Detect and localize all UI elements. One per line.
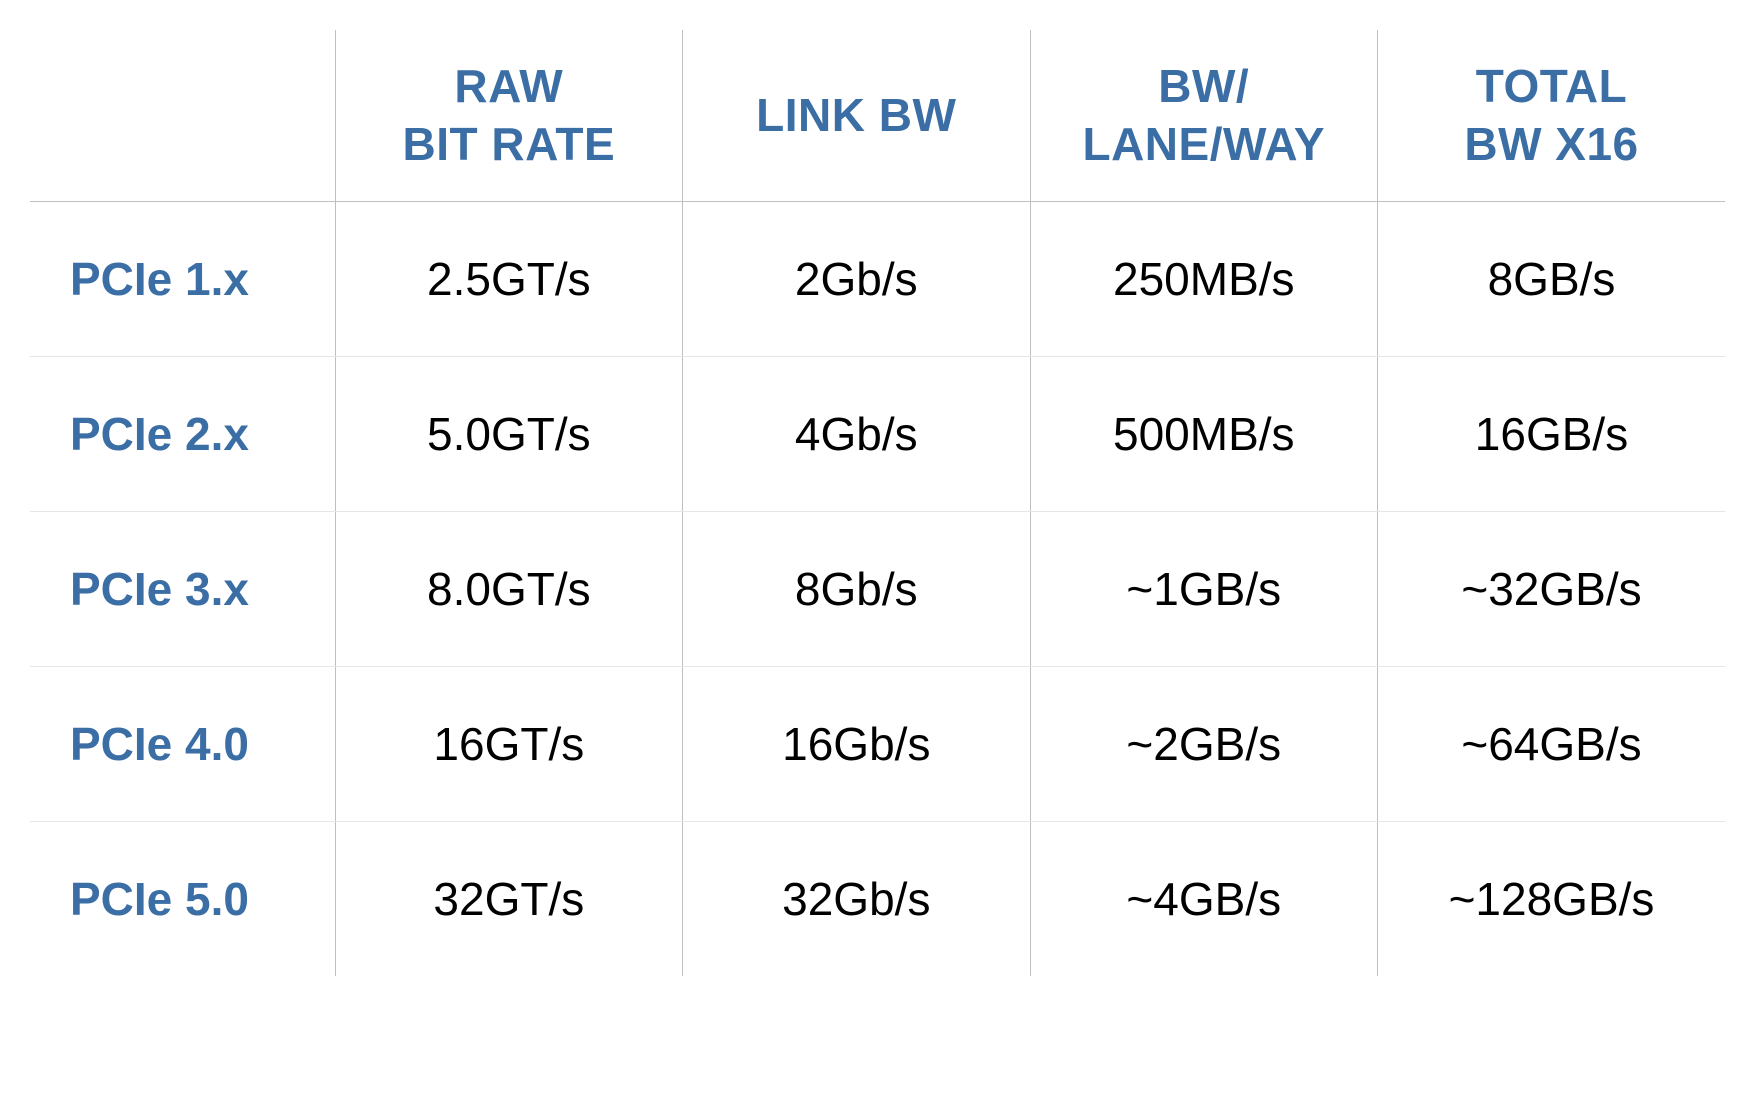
cell-link: 16Gb/s: [683, 667, 1030, 822]
pcie-bandwidth-table: RAW BIT RATE LINK BW BW/LANE/WAY TOTAL BW …: [30, 30, 1725, 976]
row-header: PCIe 2.x: [30, 357, 335, 512]
col-header-raw-bit-rate: RAW BIT RATE: [335, 30, 682, 202]
cell-total: 16GB/s: [1378, 357, 1726, 512]
row-header: PCIe 1.x: [30, 202, 335, 357]
table-row: PCIe 3.x 8.0GT/s 8Gb/s ~1GB/s ~32GB/s: [30, 512, 1725, 667]
row-header: PCIe 3.x: [30, 512, 335, 667]
table-header: RAW BIT RATE LINK BW BW/LANE/WAY TOTAL BW …: [30, 30, 1725, 202]
cell-raw: 8.0GT/s: [335, 512, 682, 667]
cell-link: 8Gb/s: [683, 512, 1030, 667]
col-header-line1: BW/: [1158, 60, 1249, 112]
col-header-line1: RAW: [454, 60, 563, 112]
row-header: PCIe 4.0: [30, 667, 335, 822]
cell-lane: 500MB/s: [1030, 357, 1377, 512]
cell-lane: 250MB/s: [1030, 202, 1377, 357]
cell-total: ~32GB/s: [1378, 512, 1726, 667]
cell-raw: 16GT/s: [335, 667, 682, 822]
cell-raw: 32GT/s: [335, 822, 682, 977]
col-header-line1: TOTAL: [1476, 60, 1628, 112]
col-header-link-bw: LINK BW: [683, 30, 1030, 202]
col-header-total-bw-x16: TOTAL BW X16: [1378, 30, 1726, 202]
row-header: PCIe 5.0: [30, 822, 335, 977]
table: RAW BIT RATE LINK BW BW/LANE/WAY TOTAL BW …: [30, 30, 1725, 976]
cell-link: 4Gb/s: [683, 357, 1030, 512]
col-header-line2: LANE/WAY: [1082, 118, 1325, 170]
col-header-line1: LINK BW: [756, 89, 956, 141]
col-header-line2: BIT RATE: [402, 118, 615, 170]
cell-total: ~128GB/s: [1378, 822, 1726, 977]
cell-lane: ~4GB/s: [1030, 822, 1377, 977]
cell-lane: ~1GB/s: [1030, 512, 1377, 667]
table-body: PCIe 1.x 2.5GT/s 2Gb/s 250MB/s 8GB/s PCI…: [30, 202, 1725, 977]
col-header-empty: [30, 30, 335, 202]
col-header-bw-lane-way: BW/LANE/WAY: [1030, 30, 1377, 202]
cell-total: 8GB/s: [1378, 202, 1726, 357]
table-row: PCIe 4.0 16GT/s 16Gb/s ~2GB/s ~64GB/s: [30, 667, 1725, 822]
table-row: PCIe 1.x 2.5GT/s 2Gb/s 250MB/s 8GB/s: [30, 202, 1725, 357]
table-header-row: RAW BIT RATE LINK BW BW/LANE/WAY TOTAL BW …: [30, 30, 1725, 202]
cell-raw: 2.5GT/s: [335, 202, 682, 357]
cell-lane: ~2GB/s: [1030, 667, 1377, 822]
cell-total: ~64GB/s: [1378, 667, 1726, 822]
cell-link: 32Gb/s: [683, 822, 1030, 977]
cell-raw: 5.0GT/s: [335, 357, 682, 512]
table-row: PCIe 5.0 32GT/s 32Gb/s ~4GB/s ~128GB/s: [30, 822, 1725, 977]
cell-link: 2Gb/s: [683, 202, 1030, 357]
table-row: PCIe 2.x 5.0GT/s 4Gb/s 500MB/s 16GB/s: [30, 357, 1725, 512]
col-header-line2: BW X16: [1464, 118, 1638, 170]
